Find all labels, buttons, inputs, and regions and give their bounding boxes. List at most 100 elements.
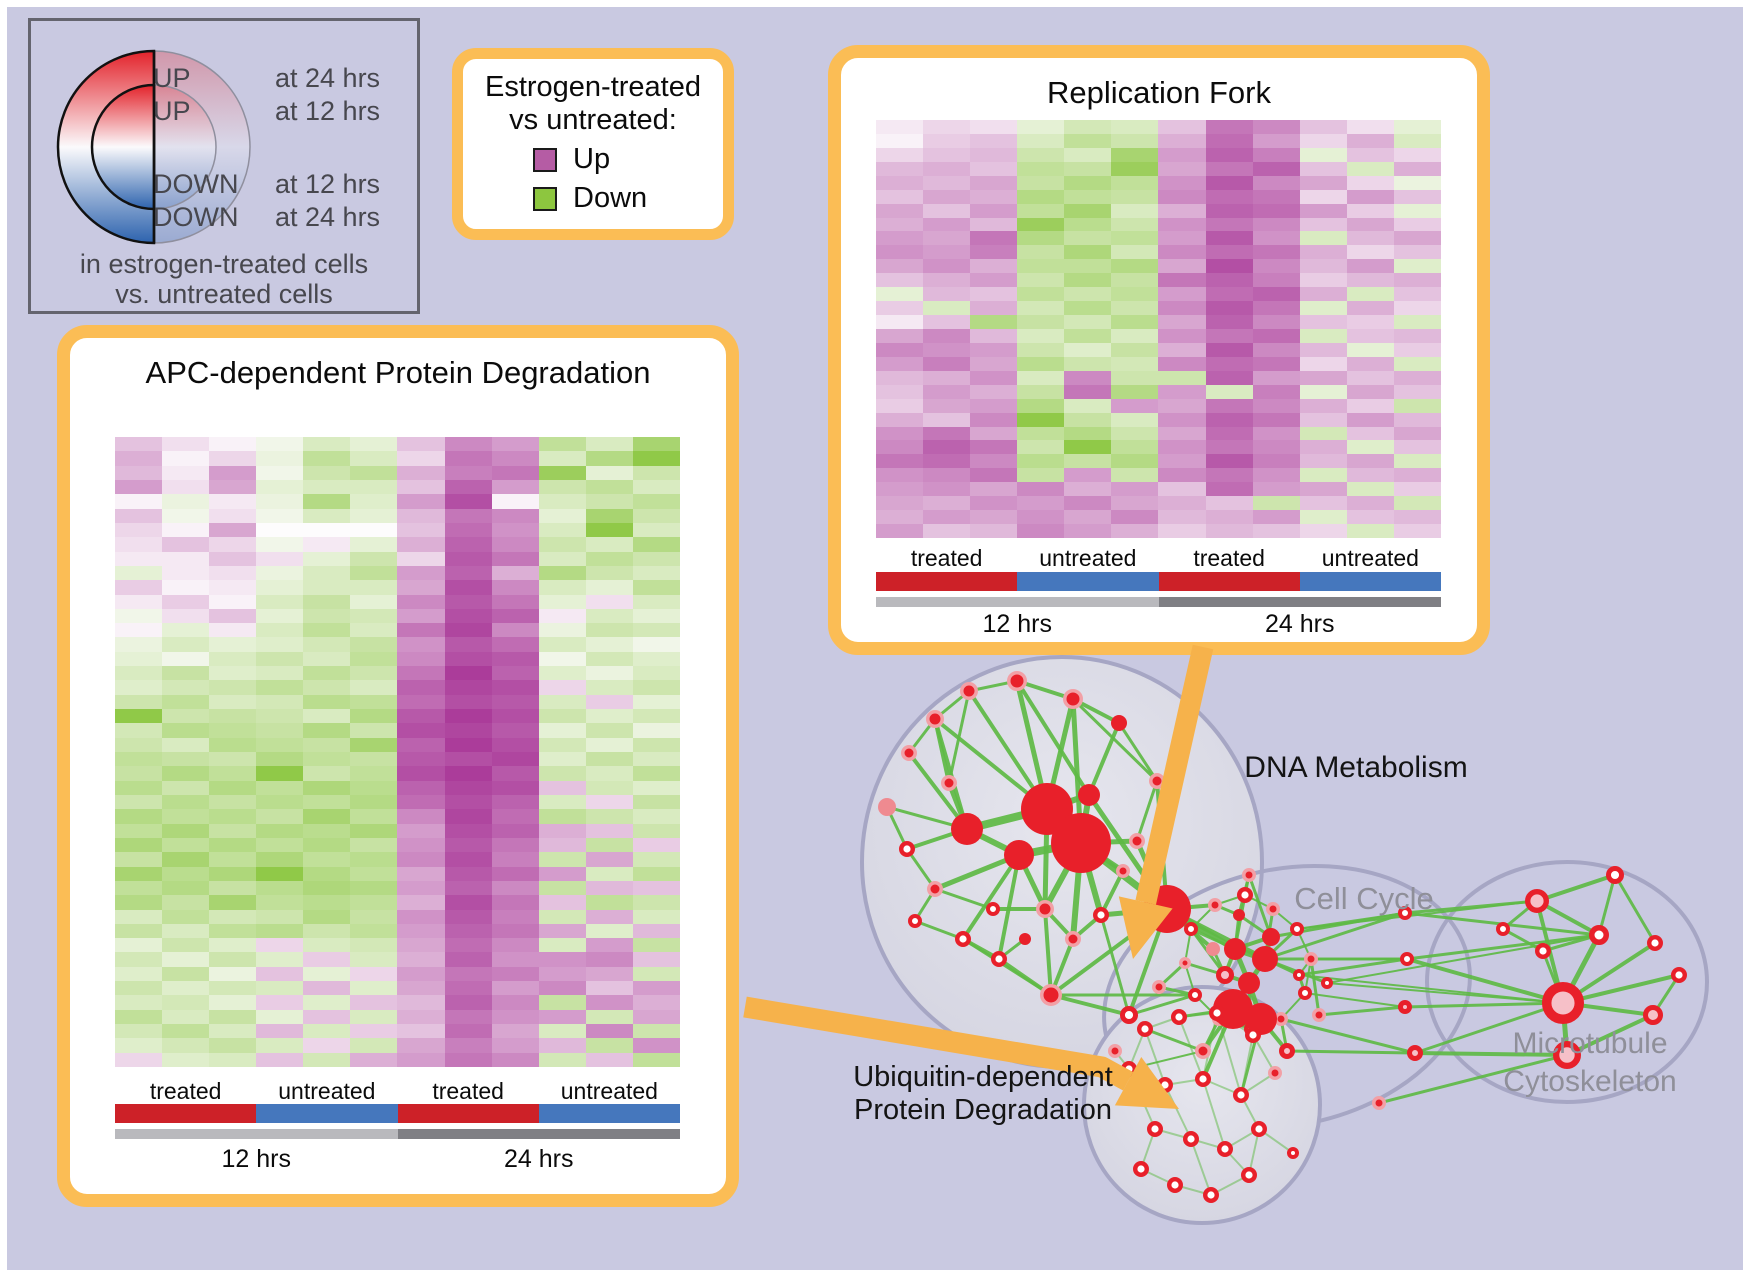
network-node	[1179, 957, 1191, 969]
heatmap-cell	[256, 1009, 304, 1025]
heatmap-cell	[1299, 133, 1347, 148]
heatmap-cell	[1252, 496, 1300, 511]
heatmap-cell	[209, 522, 257, 538]
heatmap-cell	[350, 723, 398, 738]
heatmap-cell	[162, 651, 210, 667]
heatmap-cell	[444, 880, 492, 896]
heatmap-cell	[256, 522, 304, 538]
heatmap-cell	[1158, 370, 1206, 385]
heatmap-cell	[1064, 342, 1112, 357]
heatmap-cell	[491, 608, 539, 624]
network-edge	[1099, 913, 1131, 1017]
heatmap-cell	[632, 437, 680, 452]
heatmap-cell	[585, 1009, 633, 1025]
network-node	[955, 931, 972, 948]
heatmap-cell	[1017, 231, 1065, 246]
heatmap-cell	[1252, 482, 1300, 497]
heatmap-cell	[1111, 231, 1159, 246]
heatmap-cell	[1393, 147, 1441, 162]
heatmap-cell	[162, 522, 210, 538]
heatmap-cell	[970, 133, 1018, 148]
heatmap-cell	[876, 412, 924, 427]
heatmap-cell	[209, 437, 257, 452]
heatmap-cell	[1111, 482, 1159, 497]
heatmap-cell	[162, 680, 210, 695]
heatmap-cell	[538, 1052, 586, 1067]
heatmap-cell	[256, 651, 304, 667]
heatmap-cell	[923, 496, 971, 511]
network-node	[1152, 980, 1166, 994]
heatmap-cell	[970, 161, 1018, 176]
heatmap-cell	[350, 981, 398, 996]
heatmap-cell	[923, 454, 971, 469]
heatmap-cell	[632, 837, 680, 853]
heatmap-cell	[303, 451, 351, 466]
network-node	[1208, 898, 1222, 912]
heatmap-cell	[538, 752, 586, 767]
heatmap-cell	[1346, 259, 1394, 274]
heatmap-cell	[397, 737, 445, 752]
heatmap-cell	[1393, 398, 1441, 413]
heatmap-cell	[923, 510, 971, 525]
legend-direction: DOWN	[153, 169, 239, 199]
heatmap-cell	[209, 966, 257, 982]
heatmap-cell	[397, 852, 445, 867]
heatmap-cell	[632, 823, 680, 838]
heatmap-cell	[1064, 161, 1112, 176]
heatmap-cell	[876, 203, 924, 218]
heatmap-cell	[397, 623, 445, 638]
network-edge	[1326, 982, 1564, 1004]
heatmap-cell	[970, 370, 1018, 385]
heatmap-cell	[1205, 412, 1253, 427]
heatmap-cell	[209, 608, 257, 624]
heatmap-cell	[350, 1009, 398, 1025]
heatmap-cell	[115, 651, 163, 667]
heatmap-cell	[115, 737, 163, 752]
heatmap-cell	[162, 666, 210, 681]
heatmap-cell	[303, 522, 351, 538]
network-node	[1036, 900, 1054, 918]
heatmap-cell	[397, 508, 445, 523]
heatmap-cell	[162, 1038, 210, 1053]
heatmap-cell	[1017, 356, 1065, 371]
heatmap-cell	[632, 780, 680, 795]
heatmap-cell	[350, 909, 398, 924]
heatmap-cell	[209, 1024, 257, 1039]
heatmap-cell	[1064, 175, 1112, 190]
heatmap-cell	[1299, 287, 1347, 302]
heatmap-cell	[1064, 510, 1112, 525]
heatmap-cell	[923, 161, 971, 176]
heatmap-cell	[876, 342, 924, 357]
heatmap-cell	[1346, 189, 1394, 204]
heatmap-cell	[397, 1052, 445, 1067]
heatmap-cell	[256, 837, 304, 853]
heatmap-cell	[538, 465, 586, 480]
group-label: treated	[432, 1078, 504, 1104]
arrow-shaft-apc-to-ubiquitin	[743, 996, 1134, 1091]
heatmap-cell	[303, 637, 351, 652]
heatmap-cell	[491, 794, 539, 810]
heatmap-cell	[209, 880, 257, 896]
network-edge	[1377, 1053, 1569, 1105]
heatmap-cell	[1252, 175, 1300, 190]
network-node	[1541, 981, 1584, 1024]
heatmap-cell	[162, 1024, 210, 1039]
heatmap-cell	[491, 723, 539, 738]
heatmap-cell	[209, 809, 257, 824]
network-edge	[1240, 1034, 1254, 1096]
heatmap-cell	[115, 451, 163, 466]
heatmap-cell	[1111, 245, 1159, 260]
heatmap-cell	[923, 412, 971, 427]
heatmap-cell	[1111, 217, 1159, 232]
heatmap-cell	[115, 952, 163, 967]
network-edge	[1405, 933, 1601, 961]
heatmap-cell	[209, 823, 257, 838]
heatmap-cell	[1064, 120, 1112, 134]
heatmap-cell	[585, 766, 633, 781]
heatmap-cell	[538, 479, 586, 495]
heatmap-cell	[1299, 468, 1347, 483]
heatmap-cell	[162, 479, 210, 495]
heatmap-cell	[632, 451, 680, 466]
down-swatch-icon	[533, 186, 557, 211]
heatmap-cell	[115, 766, 163, 781]
